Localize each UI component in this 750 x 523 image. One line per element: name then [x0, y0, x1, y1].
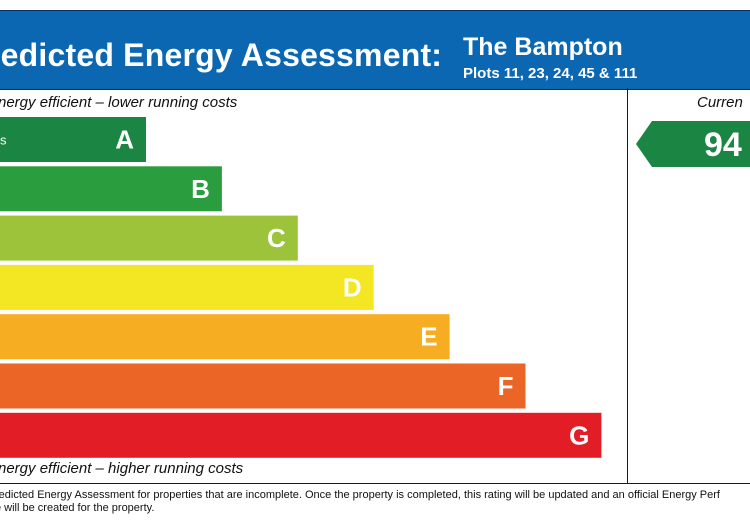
header-banner: redicted Energy Assessment: The Bampton … — [0, 10, 750, 90]
caption-bottom: nergy efficient – higher running costs — [0, 460, 244, 477]
footnote: redicted Energy Assessment for propertie… — [0, 489, 750, 515]
rating-band-d — [0, 264, 374, 310]
divider-bottom — [0, 483, 750, 484]
band-label-b: B — [191, 174, 210, 204]
divider-vertical — [627, 88, 628, 484]
rating-band-f — [0, 363, 526, 409]
rating-band-g — [0, 412, 602, 458]
band-label-a: A — [115, 125, 134, 155]
rating-band-a — [0, 117, 146, 162]
current-rating-header: Curren — [697, 94, 743, 111]
rating-band-c — [0, 215, 298, 261]
band-label-f: F — [498, 371, 514, 401]
current-rating-value: 94 — [704, 126, 742, 164]
band-label-g: G — [569, 420, 589, 450]
band-label-c: C — [267, 223, 286, 253]
band-label-e: E — [420, 322, 437, 352]
page-title: redicted Energy Assessment: — [0, 37, 443, 73]
rating-band-b — [0, 166, 222, 212]
band-range-label-a: s — [0, 133, 7, 148]
rating-band-e — [0, 314, 450, 360]
plots-label: Plots 11, 23, 24, 45 & 111 — [463, 65, 638, 82]
band-label-d: D — [343, 272, 362, 302]
caption-top: nergy efficient – lower running costs — [0, 94, 238, 111]
footnote-line-1: redicted Energy Assessment for propertie… — [0, 489, 720, 501]
current-rating-arrow — [636, 121, 750, 167]
footnote-line-2: e will be created for the property. — [0, 502, 155, 514]
property-name: The Bampton — [463, 33, 623, 61]
